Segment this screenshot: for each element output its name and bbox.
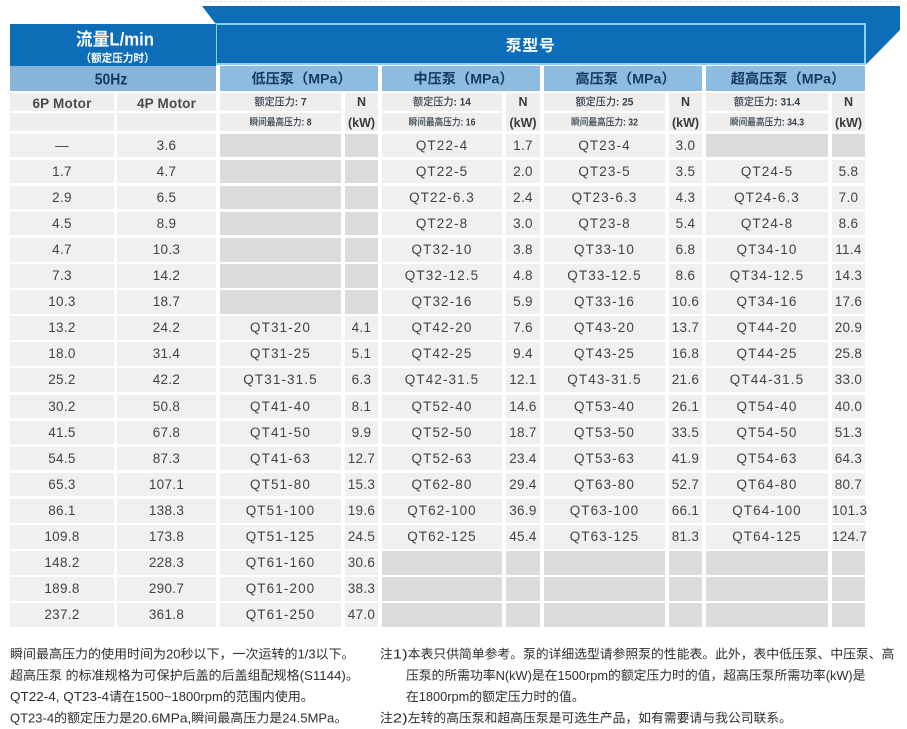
svg-text:20.6MPa,: 20.6MPa, (132, 710, 191, 725)
svg-text:1500rpm: 1500rpm (558, 668, 609, 683)
svg-text:1800rpm: 1800rpm (419, 689, 470, 704)
svg-text:(kW): (kW) (826, 668, 853, 683)
svg-text:1500~1800rpm: 1500~1800rpm (135, 689, 223, 704)
svg-text:QT23-4: QT23-4 (10, 710, 54, 725)
svg-text:1): 1) (393, 647, 408, 662)
svg-text:1/3: 1/3 (298, 647, 316, 662)
svg-text:20: 20 (166, 647, 181, 662)
svg-text:(S1144): (S1144) (300, 668, 346, 683)
svg-text:24.5MPa: 24.5MPa (282, 710, 335, 725)
svg-text:QT22-4, QT23-4: QT22-4, QT23-4 (10, 689, 109, 704)
svg-text:N(kW): N(kW) (496, 668, 532, 683)
svg-text:2): 2) (393, 710, 408, 725)
